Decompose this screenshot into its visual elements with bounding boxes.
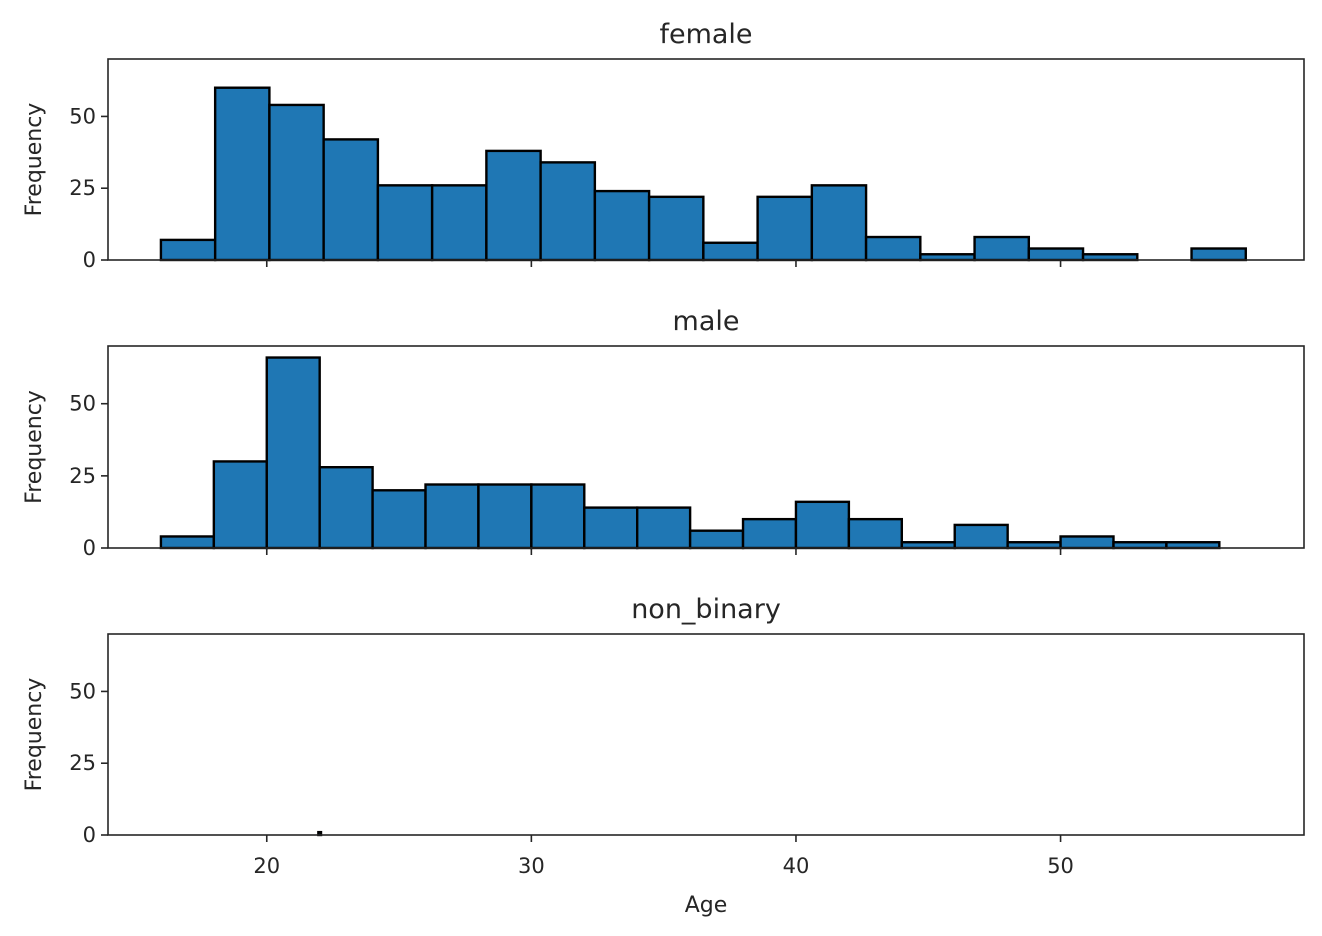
panel-title: non_binary (631, 594, 781, 625)
histogram-bar (593, 189, 651, 262)
histogram-bar (973, 235, 1031, 262)
histogram-bar (485, 149, 542, 262)
histogram-bar (430, 184, 488, 262)
histogram-bar (794, 500, 851, 550)
y-axis-label: Frequency (22, 103, 47, 217)
histogram-bar (583, 506, 639, 550)
histogram-bar (1165, 541, 1221, 550)
histogram-bar (756, 195, 814, 262)
y-tick-label: 0 (83, 823, 96, 847)
histogram-bar (810, 184, 868, 262)
y-tick-label: 0 (83, 536, 96, 560)
histogram-bar (539, 161, 597, 262)
histogram-bar (159, 238, 217, 262)
panel-non-binary: 0 25 50 20 30 40 50 non_binary Frequency (22, 594, 1305, 878)
panel-male: 0 25 50 male Frequency (22, 306, 1305, 560)
panel-title: male (673, 306, 740, 337)
y-tick-label: 25 (69, 176, 96, 200)
histogram-bar (159, 535, 216, 550)
x-axis-label: Age (685, 893, 728, 918)
panel-frame (107, 345, 1305, 549)
histogram-bar (1006, 541, 1062, 550)
y-tick-label: 25 (69, 464, 96, 488)
histogram-bar (864, 235, 922, 262)
panel-frame (107, 633, 1305, 836)
histogram-bar (268, 103, 325, 262)
histogram-bar (741, 517, 798, 550)
histogram-bar (953, 523, 1009, 550)
y-tick-label: 50 (69, 104, 96, 128)
y-tick-label: 50 (69, 679, 96, 703)
x-tick-label: 20 (253, 854, 280, 878)
histogram-bar (900, 541, 956, 550)
histogram-bar (1027, 247, 1085, 262)
histogram-bar (1081, 253, 1139, 262)
histogram-bar (213, 86, 271, 262)
x-tick-label: 30 (518, 854, 545, 878)
histogram-bar (530, 483, 586, 550)
histogram-bar (919, 253, 976, 262)
histogram-bar (265, 356, 321, 550)
y-tick-label: 25 (69, 751, 96, 775)
histogram-bar (318, 466, 374, 550)
histogram-bar (424, 483, 480, 550)
histogram-bar (647, 195, 705, 262)
histogram-bar (636, 506, 692, 550)
histogram-bar (1112, 541, 1168, 550)
panel-frame (107, 58, 1305, 261)
histogram-bar (847, 517, 904, 550)
histogram-bar (688, 529, 745, 550)
y-axis-label: Frequency (22, 678, 47, 792)
x-tick-label: 50 (1047, 854, 1074, 878)
histogram-bar (376, 184, 434, 262)
histogram-bar (1190, 247, 1247, 262)
y-tick-label: 0 (83, 248, 96, 272)
panel-female: 0 25 50 female Frequency (22, 19, 1305, 272)
x-tick-label: 40 (783, 854, 810, 878)
histogram-bar (322, 138, 380, 262)
histogram-bar (212, 460, 268, 550)
panel-title: female (659, 19, 752, 50)
histogram-bar (477, 483, 533, 550)
histogram-bar (371, 489, 427, 550)
y-tick-label: 50 (69, 392, 96, 416)
histogram-bar (1059, 535, 1115, 550)
y-axis-label: Frequency (22, 390, 47, 504)
histogram-bar (702, 241, 759, 262)
